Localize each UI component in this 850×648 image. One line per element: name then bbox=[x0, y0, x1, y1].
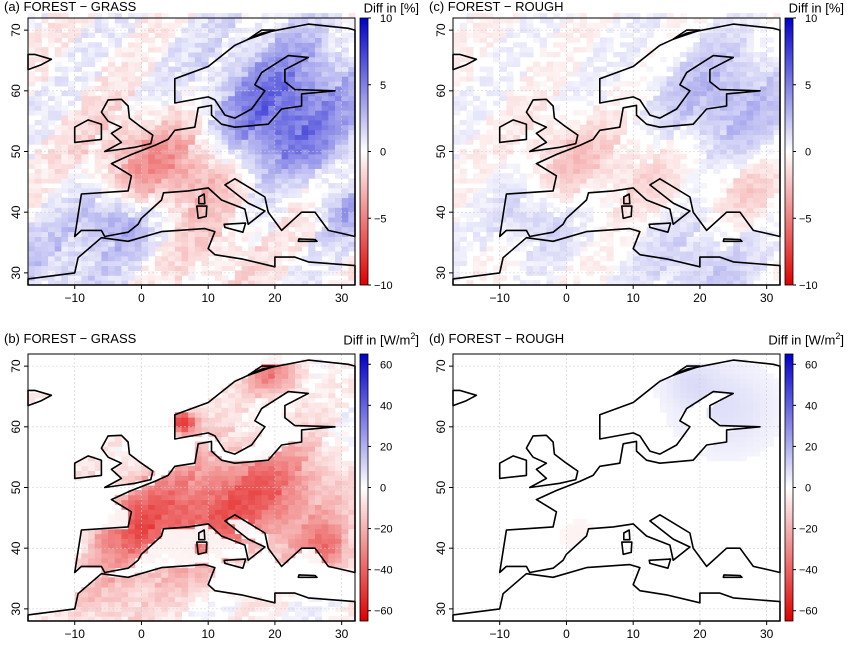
y-tick-label: 70 bbox=[434, 23, 448, 37]
x-tick-label: 0 bbox=[563, 627, 570, 641]
x-tick-label: 30 bbox=[760, 291, 774, 305]
colorbar-tick-label: −40 bbox=[799, 565, 818, 577]
panel-unit-label: Diff in [%] bbox=[788, 0, 844, 16]
y-tick-label: 40 bbox=[9, 205, 23, 219]
colorbar-tick-label: 5 bbox=[380, 80, 386, 92]
field-raster bbox=[28, 13, 356, 286]
colorbar-tick-label: 10 bbox=[380, 13, 392, 25]
x-tick-label: −10 bbox=[65, 627, 86, 641]
y-tick-label: 70 bbox=[434, 359, 448, 373]
panel-c: (c) FOREST − ROUGH Diff in [%] −10 0 10 20 3… bbox=[425, 0, 850, 324]
x-tick-label: 20 bbox=[268, 291, 282, 305]
panel-unit-label: Diff in [W/m2] bbox=[343, 331, 419, 348]
colorbar-tick-label: −20 bbox=[374, 524, 393, 536]
colorbar-tick-label: −5 bbox=[374, 213, 387, 225]
y-tick-label: 50 bbox=[9, 481, 23, 495]
colorbar-tick-label: −60 bbox=[374, 606, 393, 618]
panel-title: (b) FOREST − GRASS bbox=[4, 331, 137, 346]
x-tick-label: −10 bbox=[65, 291, 86, 305]
colorbar-tick-label: 0 bbox=[380, 483, 386, 495]
x-tick-label: −10 bbox=[490, 627, 511, 641]
y-tick-label: 30 bbox=[9, 266, 23, 280]
colorbar-tick-label: 0 bbox=[805, 483, 811, 495]
y-tick-label: 30 bbox=[9, 602, 23, 616]
x-tick-label: 20 bbox=[693, 627, 707, 641]
x-tick-label: 30 bbox=[335, 291, 349, 305]
y-tick-label: 70 bbox=[9, 359, 23, 373]
y-tick-label: 30 bbox=[434, 602, 448, 616]
colorbar-tick-label: −60 bbox=[799, 606, 818, 618]
x-tick-label: 30 bbox=[335, 627, 349, 641]
colorbar-tick-label: −10 bbox=[799, 280, 818, 292]
x-tick-label: 10 bbox=[202, 291, 216, 305]
colorbar-tick-label: 40 bbox=[805, 400, 817, 412]
panel-a: (a) FOREST − GRASS Diff in [%] −10 0 10 20 3… bbox=[0, 0, 425, 324]
y-tick-label: 50 bbox=[9, 145, 23, 159]
panel-title: (a) FOREST − GRASS bbox=[4, 0, 137, 14]
x-tick-label: 0 bbox=[138, 627, 145, 641]
y-tick-label: 50 bbox=[434, 145, 448, 159]
colorbar bbox=[784, 17, 794, 286]
colorbar-tick-label: −20 bbox=[799, 524, 818, 536]
colorbar-tick-label: 20 bbox=[380, 441, 392, 453]
y-tick-label: 30 bbox=[434, 266, 448, 280]
panel-d: (d) FOREST − ROUGH Diff in [W/m2] −10 0 10… bbox=[425, 324, 850, 648]
panel-title: (c) FOREST − ROUGH bbox=[429, 0, 564, 14]
colorbar-tick-label: 5 bbox=[805, 80, 811, 92]
y-tick-label: 50 bbox=[434, 481, 448, 495]
colorbar-tick-label: 0 bbox=[805, 147, 811, 159]
coastline bbox=[27, 23, 356, 286]
map-panel-b: −10 0 10 20 30 30 40 50 60 70 60 40 20 0 −20 −40 −60 bbox=[9, 353, 393, 641]
x-tick-label: 10 bbox=[202, 627, 216, 641]
grid-lines bbox=[28, 18, 355, 285]
x-tick-label: −10 bbox=[490, 291, 511, 305]
map-panel-d: −10 0 10 20 30 30 40 50 60 70 60 40 20 0 −20 −40 −60 bbox=[434, 353, 818, 641]
y-tick-label: 70 bbox=[9, 23, 23, 37]
colorbar-tick-label: 20 bbox=[805, 441, 817, 453]
colorbar-tick-label: 10 bbox=[805, 13, 817, 25]
y-tick-label: 60 bbox=[9, 420, 23, 434]
colorbar-tick-label: 60 bbox=[380, 359, 392, 371]
y-tick-label: 40 bbox=[9, 541, 23, 555]
colorbar bbox=[359, 17, 369, 286]
field-raster bbox=[453, 13, 781, 286]
y-tick-label: 60 bbox=[9, 84, 23, 98]
panel-b: (b) FOREST − GRASS Diff in [W/m2] −10 0 10… bbox=[0, 324, 425, 648]
colorbar bbox=[784, 353, 794, 622]
x-tick-label: 20 bbox=[693, 291, 707, 305]
x-tick-label: 0 bbox=[563, 291, 570, 305]
y-tick-label: 60 bbox=[434, 420, 448, 434]
grid-lines bbox=[453, 354, 780, 621]
colorbar-tick-label: 60 bbox=[805, 359, 817, 371]
y-tick-label: 40 bbox=[434, 205, 448, 219]
colorbar-tick-label: −40 bbox=[374, 565, 393, 577]
x-tick-label: 10 bbox=[627, 627, 641, 641]
panel-unit-label: Diff in [%] bbox=[363, 0, 419, 16]
colorbar-tick-label: 40 bbox=[380, 400, 392, 412]
colorbar-tick-label: −5 bbox=[799, 213, 812, 225]
x-tick-label: 10 bbox=[627, 291, 641, 305]
colorbar-tick-label: −10 bbox=[374, 280, 393, 292]
x-tick-label: 20 bbox=[268, 627, 282, 641]
panel-title: (d) FOREST − ROUGH bbox=[429, 331, 565, 346]
x-tick-label: 0 bbox=[138, 291, 145, 305]
colorbar-tick-label: 0 bbox=[380, 147, 386, 159]
panel-unit-label: Diff in [W/m2] bbox=[768, 331, 844, 348]
x-tick-label: 30 bbox=[760, 627, 774, 641]
y-tick-label: 40 bbox=[434, 541, 448, 555]
y-tick-label: 60 bbox=[434, 84, 448, 98]
colorbar bbox=[359, 353, 369, 622]
